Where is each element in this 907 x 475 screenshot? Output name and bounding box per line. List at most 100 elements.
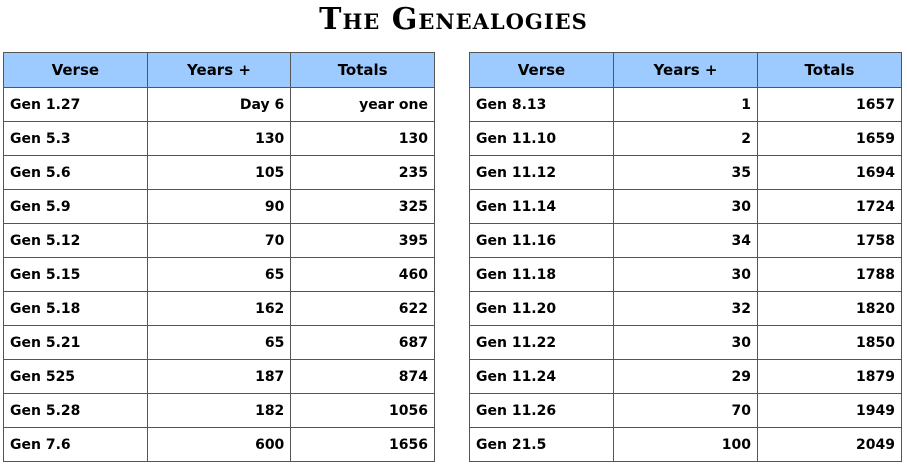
cell-years: 130	[146, 121, 292, 156]
cell-years: 1	[613, 87, 758, 122]
cell-years: 2	[613, 121, 758, 156]
table-row: Gen 11.14 30 1724	[469, 189, 902, 224]
cell-verse: Gen 5.9	[3, 189, 148, 224]
cell-verse: Gen 5.28	[3, 393, 148, 428]
cell-years: 162	[146, 291, 292, 326]
cell-years: 600	[146, 427, 292, 462]
column-header-years: Years +	[613, 52, 758, 88]
cell-years: 65	[146, 325, 292, 360]
cell-totals: 235	[290, 155, 435, 190]
cell-verse: Gen 5.6	[3, 155, 148, 190]
cell-totals: 1657	[757, 87, 902, 122]
cell-years: 90	[146, 189, 292, 224]
table-row: Gen 11.10 2 1659	[469, 121, 902, 156]
page-title: The Genealogies	[319, 2, 588, 37]
cell-years: 30	[613, 325, 758, 360]
cell-years: 32	[613, 291, 758, 326]
table-row: Gen 5.15 65 460	[3, 257, 435, 292]
table-row: Gen 8.13 1 1657	[469, 87, 902, 122]
table-row: Gen 11.24 29 1879	[469, 359, 902, 394]
cell-verse: Gen 11.22	[469, 325, 614, 360]
cell-totals: 130	[290, 121, 435, 156]
cell-verse: Gen 11.14	[469, 189, 614, 224]
table-header-row: Verse Years + Totals	[3, 52, 435, 88]
cell-verse: Gen 525	[3, 359, 148, 394]
cell-years: Day 6	[146, 87, 292, 122]
table-row: Gen 5.12 70 395	[3, 223, 435, 258]
cell-totals: 1056	[290, 393, 435, 428]
table-row: Gen 5.21 65 687	[3, 325, 435, 360]
cell-totals: 1659	[757, 121, 902, 156]
cell-verse: Gen 11.20	[469, 291, 614, 326]
cell-verse: Gen 5.18	[3, 291, 148, 326]
cell-years: 30	[613, 257, 758, 292]
table-row: Gen 525 187 874	[3, 359, 435, 394]
table-row: Gen 7.6 600 1656	[3, 427, 435, 462]
cell-totals: 1879	[757, 359, 902, 394]
cell-verse: Gen 5.21	[3, 325, 148, 360]
cell-years: 30	[613, 189, 758, 224]
cell-years: 182	[146, 393, 292, 428]
column-header-verse: Verse	[3, 52, 148, 88]
table-row: Gen 5.3 130 130	[3, 121, 435, 156]
table-row: Gen 5.9 90 325	[3, 189, 435, 224]
table-body: Gen 8.13 1 1657 Gen 11.10 2 1659 Gen 11.12 35 16…	[469, 87, 902, 462]
column-header-verse: Verse	[469, 52, 614, 88]
table-header-row: Verse Years + Totals	[469, 52, 902, 88]
cell-years: 105	[146, 155, 292, 190]
cell-totals: 1758	[757, 223, 902, 258]
table-row: Gen 11.16 34 1758	[469, 223, 902, 258]
cell-totals: 325	[290, 189, 435, 224]
table-row: Gen 11.26 70 1949	[469, 393, 902, 428]
column-header-totals: Totals	[290, 52, 435, 88]
table-row: Gen 11.18 30 1788	[469, 257, 902, 292]
table-row: Gen 21.5 100 2049	[469, 427, 902, 462]
cell-years: 187	[146, 359, 292, 394]
table-row: Gen 1.27 Day 6 year one	[3, 87, 435, 122]
cell-years: 100	[613, 427, 758, 462]
cell-verse: Gen 8.13	[469, 87, 614, 122]
cell-verse: Gen 5.12	[3, 223, 148, 258]
cell-years: 29	[613, 359, 758, 394]
cell-totals: 874	[290, 359, 435, 394]
column-header-years: Years +	[146, 52, 292, 88]
genealogy-table-left: Verse Years + Totals Gen 1.27 Day 6 year one…	[3, 52, 435, 462]
cell-totals: 2049	[757, 427, 902, 462]
cell-totals: 1850	[757, 325, 902, 360]
cell-totals: 1949	[757, 393, 902, 428]
cell-verse: Gen 5.3	[3, 121, 148, 156]
cell-verse: Gen 5.15	[3, 257, 148, 292]
table-row: Gen 5.28 182 1056	[3, 393, 435, 428]
table-row: Gen 5.18 162 622	[3, 291, 435, 326]
cell-verse: Gen 1.27	[3, 87, 148, 122]
cell-years: 70	[146, 223, 292, 258]
cell-totals: 687	[290, 325, 435, 360]
cell-verse: Gen 11.18	[469, 257, 614, 292]
cell-totals: 1820	[757, 291, 902, 326]
table-row: Gen 5.6 105 235	[3, 155, 435, 190]
table-body: Gen 1.27 Day 6 year one Gen 5.3 130 130 Gen 5.…	[3, 87, 435, 462]
cell-verse: Gen 11.12	[469, 155, 614, 190]
cell-years: 34	[613, 223, 758, 258]
cell-totals: year one	[290, 87, 435, 122]
table-row: Gen 11.20 32 1820	[469, 291, 902, 326]
cell-years: 35	[613, 155, 758, 190]
cell-verse: Gen 11.10	[469, 121, 614, 156]
cell-totals: 1656	[290, 427, 435, 462]
cell-years: 65	[146, 257, 292, 292]
table-row: Gen 11.12 35 1694	[469, 155, 902, 190]
column-header-totals: Totals	[757, 52, 902, 88]
table-row: Gen 11.22 30 1850	[469, 325, 902, 360]
cell-totals: 1724	[757, 189, 902, 224]
cell-totals: 1788	[757, 257, 902, 292]
cell-verse: Gen 11.16	[469, 223, 614, 258]
cell-totals: 460	[290, 257, 435, 292]
cell-verse: Gen 11.24	[469, 359, 614, 394]
cell-verse: Gen 7.6	[3, 427, 148, 462]
cell-verse: Gen 11.26	[469, 393, 614, 428]
cell-totals: 1694	[757, 155, 902, 190]
cell-verse: Gen 21.5	[469, 427, 614, 462]
cell-totals: 395	[290, 223, 435, 258]
cell-totals: 622	[290, 291, 435, 326]
cell-years: 70	[613, 393, 758, 428]
